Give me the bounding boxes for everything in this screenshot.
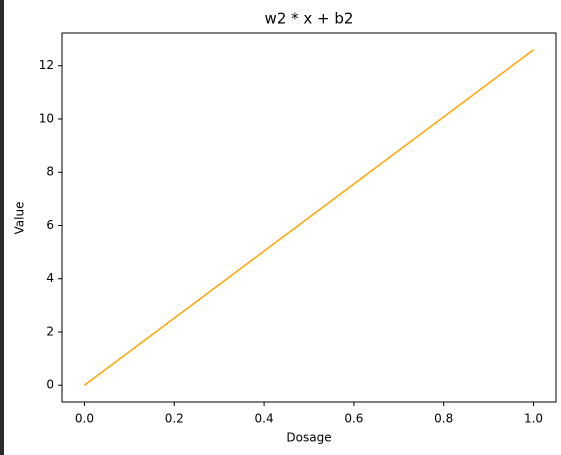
chart-title: w2 * x + b2 [265, 10, 354, 28]
x-tick-label: 0.0 [75, 412, 94, 426]
plot-frame [61, 32, 557, 403]
x-axis-label: Dosage [286, 431, 331, 445]
line [84, 49, 534, 386]
x-tick-label: 1.0 [524, 412, 543, 426]
y-tick-label: 4 [46, 271, 54, 285]
y-tick-label: 2 [46, 324, 54, 338]
x-tick-label: 0.6 [344, 412, 363, 426]
y-tick-label: 0 [46, 378, 54, 392]
x-tick-label: 0.2 [165, 412, 184, 426]
y-tick-label: 10 [39, 111, 54, 125]
y-axis-label: Value [13, 202, 27, 235]
y-tick-label: 8 [46, 165, 54, 179]
x-tick-label: 0.8 [434, 412, 453, 426]
window-edge [0, 0, 4, 455]
y-tick-label: 12 [39, 58, 54, 72]
x-tick-label: 0.4 [255, 412, 274, 426]
y-tick-label: 6 [46, 218, 54, 232]
